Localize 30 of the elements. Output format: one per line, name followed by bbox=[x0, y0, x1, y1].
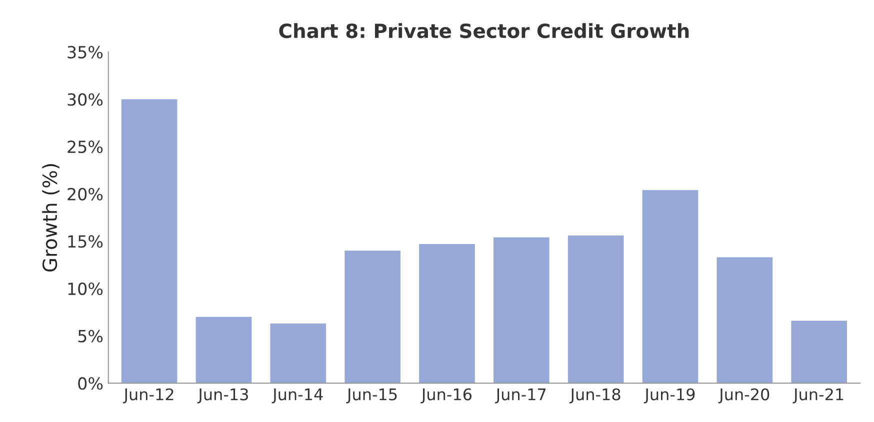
bar bbox=[419, 244, 475, 384]
x-tick-label: Jun-13 bbox=[197, 388, 248, 404]
chart-title: Chart 8: Private Sector Credit Growth bbox=[279, 23, 689, 38]
y-tick-label: 35% bbox=[68, 46, 103, 58]
x-tick-label: Jun-15 bbox=[346, 388, 397, 404]
y-axis-title: Growth (%) bbox=[42, 164, 60, 272]
x-tick-label: Jun-16 bbox=[420, 388, 472, 404]
y-tick-label: 10% bbox=[68, 282, 103, 296]
y-tick-label: 15% bbox=[68, 235, 103, 248]
x-tick-label: Jun-19 bbox=[644, 388, 695, 404]
y-tick-label: 0% bbox=[78, 377, 103, 390]
bar bbox=[121, 99, 178, 384]
bar bbox=[196, 316, 252, 384]
x-tick-label: Jun-21 bbox=[792, 388, 844, 404]
y-tick-label: 25% bbox=[68, 140, 103, 154]
bar bbox=[494, 237, 550, 384]
bar bbox=[344, 250, 400, 384]
x-tick-label: Jun-20 bbox=[718, 388, 770, 404]
x-tick-label: Jun-14 bbox=[272, 388, 323, 404]
bar bbox=[642, 190, 698, 384]
bar bbox=[716, 257, 773, 384]
bar bbox=[568, 236, 624, 384]
x-tick-label: Jun-17 bbox=[495, 388, 546, 404]
x-tick-label: Jun-18 bbox=[569, 388, 620, 404]
bar bbox=[270, 324, 326, 384]
y-tick-label: 20% bbox=[68, 188, 103, 200]
y-tick-label: 30% bbox=[68, 93, 103, 106]
y-tick-label: 5% bbox=[78, 330, 103, 342]
x-tick-label: Jun-12 bbox=[122, 388, 174, 404]
bar bbox=[791, 320, 847, 384]
